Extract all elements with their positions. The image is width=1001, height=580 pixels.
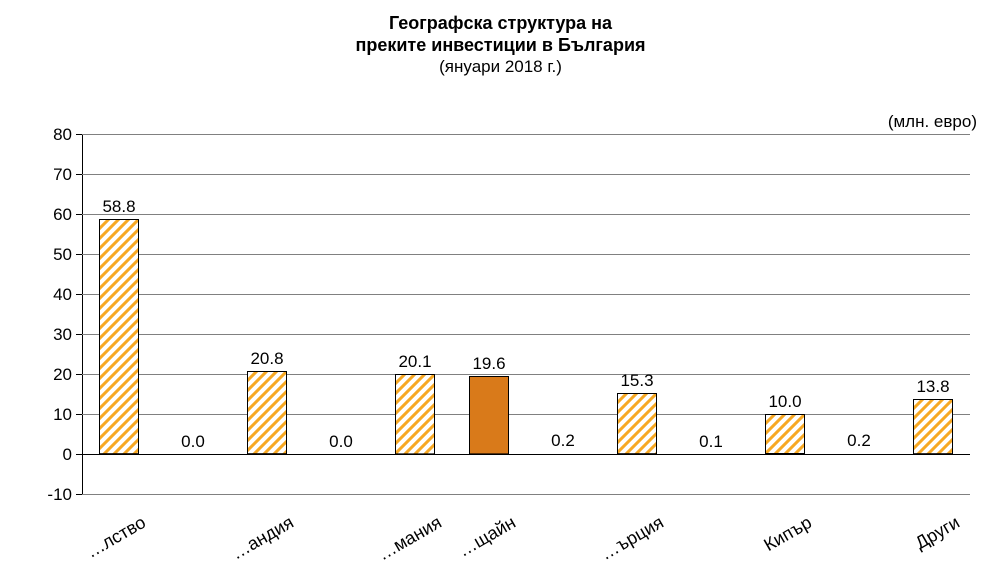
bar xyxy=(765,414,805,454)
gridline xyxy=(82,374,970,375)
y-tick xyxy=(76,254,82,255)
zero-line xyxy=(82,454,970,455)
bar-value-label: 0.2 xyxy=(533,431,593,451)
bar xyxy=(617,393,657,454)
unit-label: (млн. евро) xyxy=(888,112,977,132)
bar-value-label: 0.1 xyxy=(681,432,741,452)
y-tick-label: 50 xyxy=(22,246,72,263)
x-category-label: Кипър xyxy=(718,512,815,580)
y-tick xyxy=(76,494,82,495)
y-tick-label: 20 xyxy=(22,366,72,383)
bar xyxy=(839,453,879,454)
chart-title-line1: Географска структура на xyxy=(0,12,1001,34)
chart-subtitle: (януари 2018 г.) xyxy=(0,56,1001,78)
gridline xyxy=(82,174,970,175)
bar-value-label: 0.0 xyxy=(163,432,223,452)
bar-value-label: 10.0 xyxy=(755,392,815,412)
chart-title-line2: преките инвестиции в България xyxy=(0,34,1001,56)
y-tick-label: 80 xyxy=(22,126,72,143)
y-tick xyxy=(76,334,82,335)
bar xyxy=(469,376,509,454)
y-tick-label: -10 xyxy=(22,486,72,503)
bar-value-label: 13.8 xyxy=(903,377,963,397)
bar xyxy=(543,453,583,454)
gridline xyxy=(82,334,970,335)
y-tick-label: 10 xyxy=(22,406,72,423)
bar xyxy=(395,374,435,454)
gridline xyxy=(82,214,970,215)
bar-value-label: 19.6 xyxy=(459,354,519,374)
y-tick xyxy=(76,174,82,175)
y-tick-label: 60 xyxy=(22,206,72,223)
bar-value-label: 15.3 xyxy=(607,371,667,391)
chart-area: -100102030405060708058.8…лство0.020.8…ан… xyxy=(82,134,970,494)
y-tick-label: 70 xyxy=(22,166,72,183)
x-category-label: Други xyxy=(866,512,963,580)
bar xyxy=(913,399,953,454)
bar xyxy=(247,371,287,454)
gridline xyxy=(82,294,970,295)
bar-value-label: 0.0 xyxy=(311,432,371,452)
y-tick xyxy=(76,134,82,135)
plot: -100102030405060708058.8…лство0.020.8…ан… xyxy=(82,134,970,494)
y-tick-label: 30 xyxy=(22,326,72,343)
gridline xyxy=(82,134,970,135)
x-category-label: …лство xyxy=(52,512,149,580)
y-tick xyxy=(76,414,82,415)
chart-title-block: Географска структура на преките инвестиц… xyxy=(0,12,1001,78)
x-category-label: …ърция xyxy=(570,512,667,580)
gridline xyxy=(82,494,970,495)
y-tick xyxy=(76,214,82,215)
y-tick xyxy=(76,294,82,295)
bar-value-label: 58.8 xyxy=(89,197,149,217)
y-tick xyxy=(76,374,82,375)
bar-value-label: 20.1 xyxy=(385,352,445,372)
y-tick-label: 0 xyxy=(22,446,72,463)
gridline xyxy=(82,254,970,255)
bar-value-label: 20.8 xyxy=(237,349,297,369)
bar-value-label: 0.2 xyxy=(829,431,889,451)
bar xyxy=(99,219,139,454)
y-tick-label: 40 xyxy=(22,286,72,303)
x-category-label: …андия xyxy=(200,512,297,580)
gridline xyxy=(82,414,970,415)
y-axis xyxy=(82,134,83,494)
